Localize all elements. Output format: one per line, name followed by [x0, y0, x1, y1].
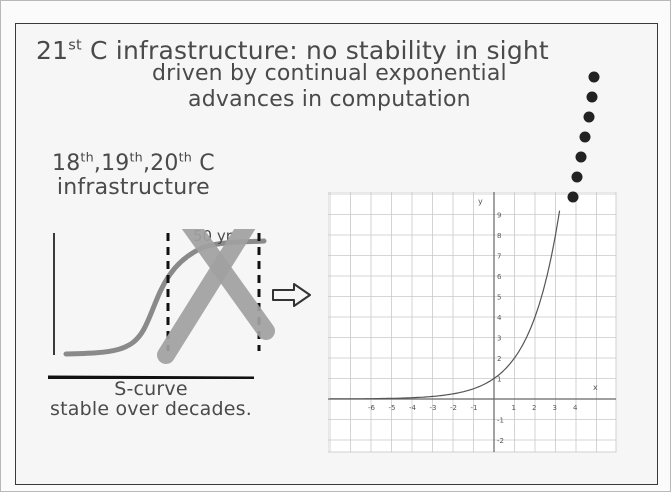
- x-tick-label: 3: [553, 404, 557, 412]
- continuation-dots: [567, 71, 600, 203]
- continuation-dot: [586, 91, 598, 103]
- centuries-line: 18th,19th,20th C: [52, 152, 215, 176]
- y-tick-label: 1: [497, 376, 501, 384]
- x-tick-label: -1: [471, 404, 478, 412]
- century-19-ordinal: th: [129, 150, 143, 166]
- y-tick-label: 6: [497, 273, 502, 281]
- s-curve-axis-x: [47, 375, 255, 379]
- continuation-dot: [583, 111, 595, 123]
- cross-stroke-2: [157, 229, 256, 364]
- y-tick-label: 4: [497, 314, 502, 322]
- x-tick-label: -3: [430, 404, 437, 412]
- continuation-dot: [579, 131, 591, 143]
- y-tick-label: 7: [497, 253, 501, 261]
- exponential-curve: [330, 210, 561, 400]
- y-tick-labels: 9 8 7 6 5 4 3 2 1 -1 -2: [497, 212, 504, 446]
- continuation-dot: [588, 71, 600, 83]
- infrastructure-label: infrastructure: [56, 175, 210, 200]
- caption-line-1: S-curve: [114, 378, 188, 400]
- title-number: 21: [36, 36, 69, 65]
- continuation-dot: [571, 171, 583, 183]
- y-tick-label: 8: [497, 232, 501, 240]
- title-ordinal: st: [68, 37, 82, 54]
- s-curve-caption: S-curve stable over decades.: [50, 379, 252, 419]
- century-suffix: C: [192, 151, 215, 176]
- y-axis-label: y: [478, 197, 483, 206]
- x-tick-label: 1: [512, 404, 516, 412]
- y-tick-label: 9: [497, 212, 501, 220]
- x-tick-label: -2: [450, 404, 457, 412]
- centuries-heading: 18th,19th,20th C infrastructure: [52, 152, 215, 200]
- century-18-ordinal: th: [80, 150, 94, 166]
- y-tick-label: 5: [497, 294, 501, 302]
- x-tick-label: 4: [573, 404, 578, 412]
- continuation-dot: [567, 191, 579, 203]
- arrow-right-icon: [272, 283, 311, 307]
- y-tick-label: -2: [497, 437, 504, 445]
- century-19: ,19: [93, 151, 130, 176]
- title-text: C infrastructure: no stability in sight: [81, 36, 549, 65]
- s-curve-diagram: 50 yr: [47, 229, 275, 379]
- subtitle-line-2: advances in computation: [188, 87, 471, 112]
- x-tick-label: -6: [368, 404, 376, 412]
- y-tick-label: 2: [497, 355, 501, 363]
- century-18: 18: [52, 151, 81, 176]
- continuation-dot: [575, 151, 587, 163]
- slide: 21st C infrastructure: no stability in s…: [15, 23, 658, 485]
- x-tick-label: -5: [389, 404, 396, 412]
- slide-title: 21st C infrastructure: no stability in s…: [36, 36, 549, 65]
- x-tick-label: 2: [532, 404, 536, 412]
- x-axis-label: x: [593, 383, 598, 392]
- caption-line-2: stable over decades.: [50, 398, 252, 420]
- slide-subtitle: driven by continual exponential advances…: [152, 61, 507, 113]
- y-tick-label: -1: [497, 417, 504, 425]
- x-tick-label: -4: [409, 404, 417, 412]
- century-20: ,20: [142, 151, 179, 176]
- century-20-ordinal: th: [178, 150, 193, 166]
- exponential-graph: -6 -5 -4 -3 -2 -1 1 2 3 4 9 8 7 6 5 4 3 2 1 -1 -2 y x: [328, 192, 617, 453]
- y-tick-label: 3: [497, 335, 501, 343]
- x-tick-labels: -6 -5 -4 -3 -2 -1 1 2 3 4: [368, 404, 578, 412]
- subtitle-line-1: driven by continual exponential: [152, 61, 507, 86]
